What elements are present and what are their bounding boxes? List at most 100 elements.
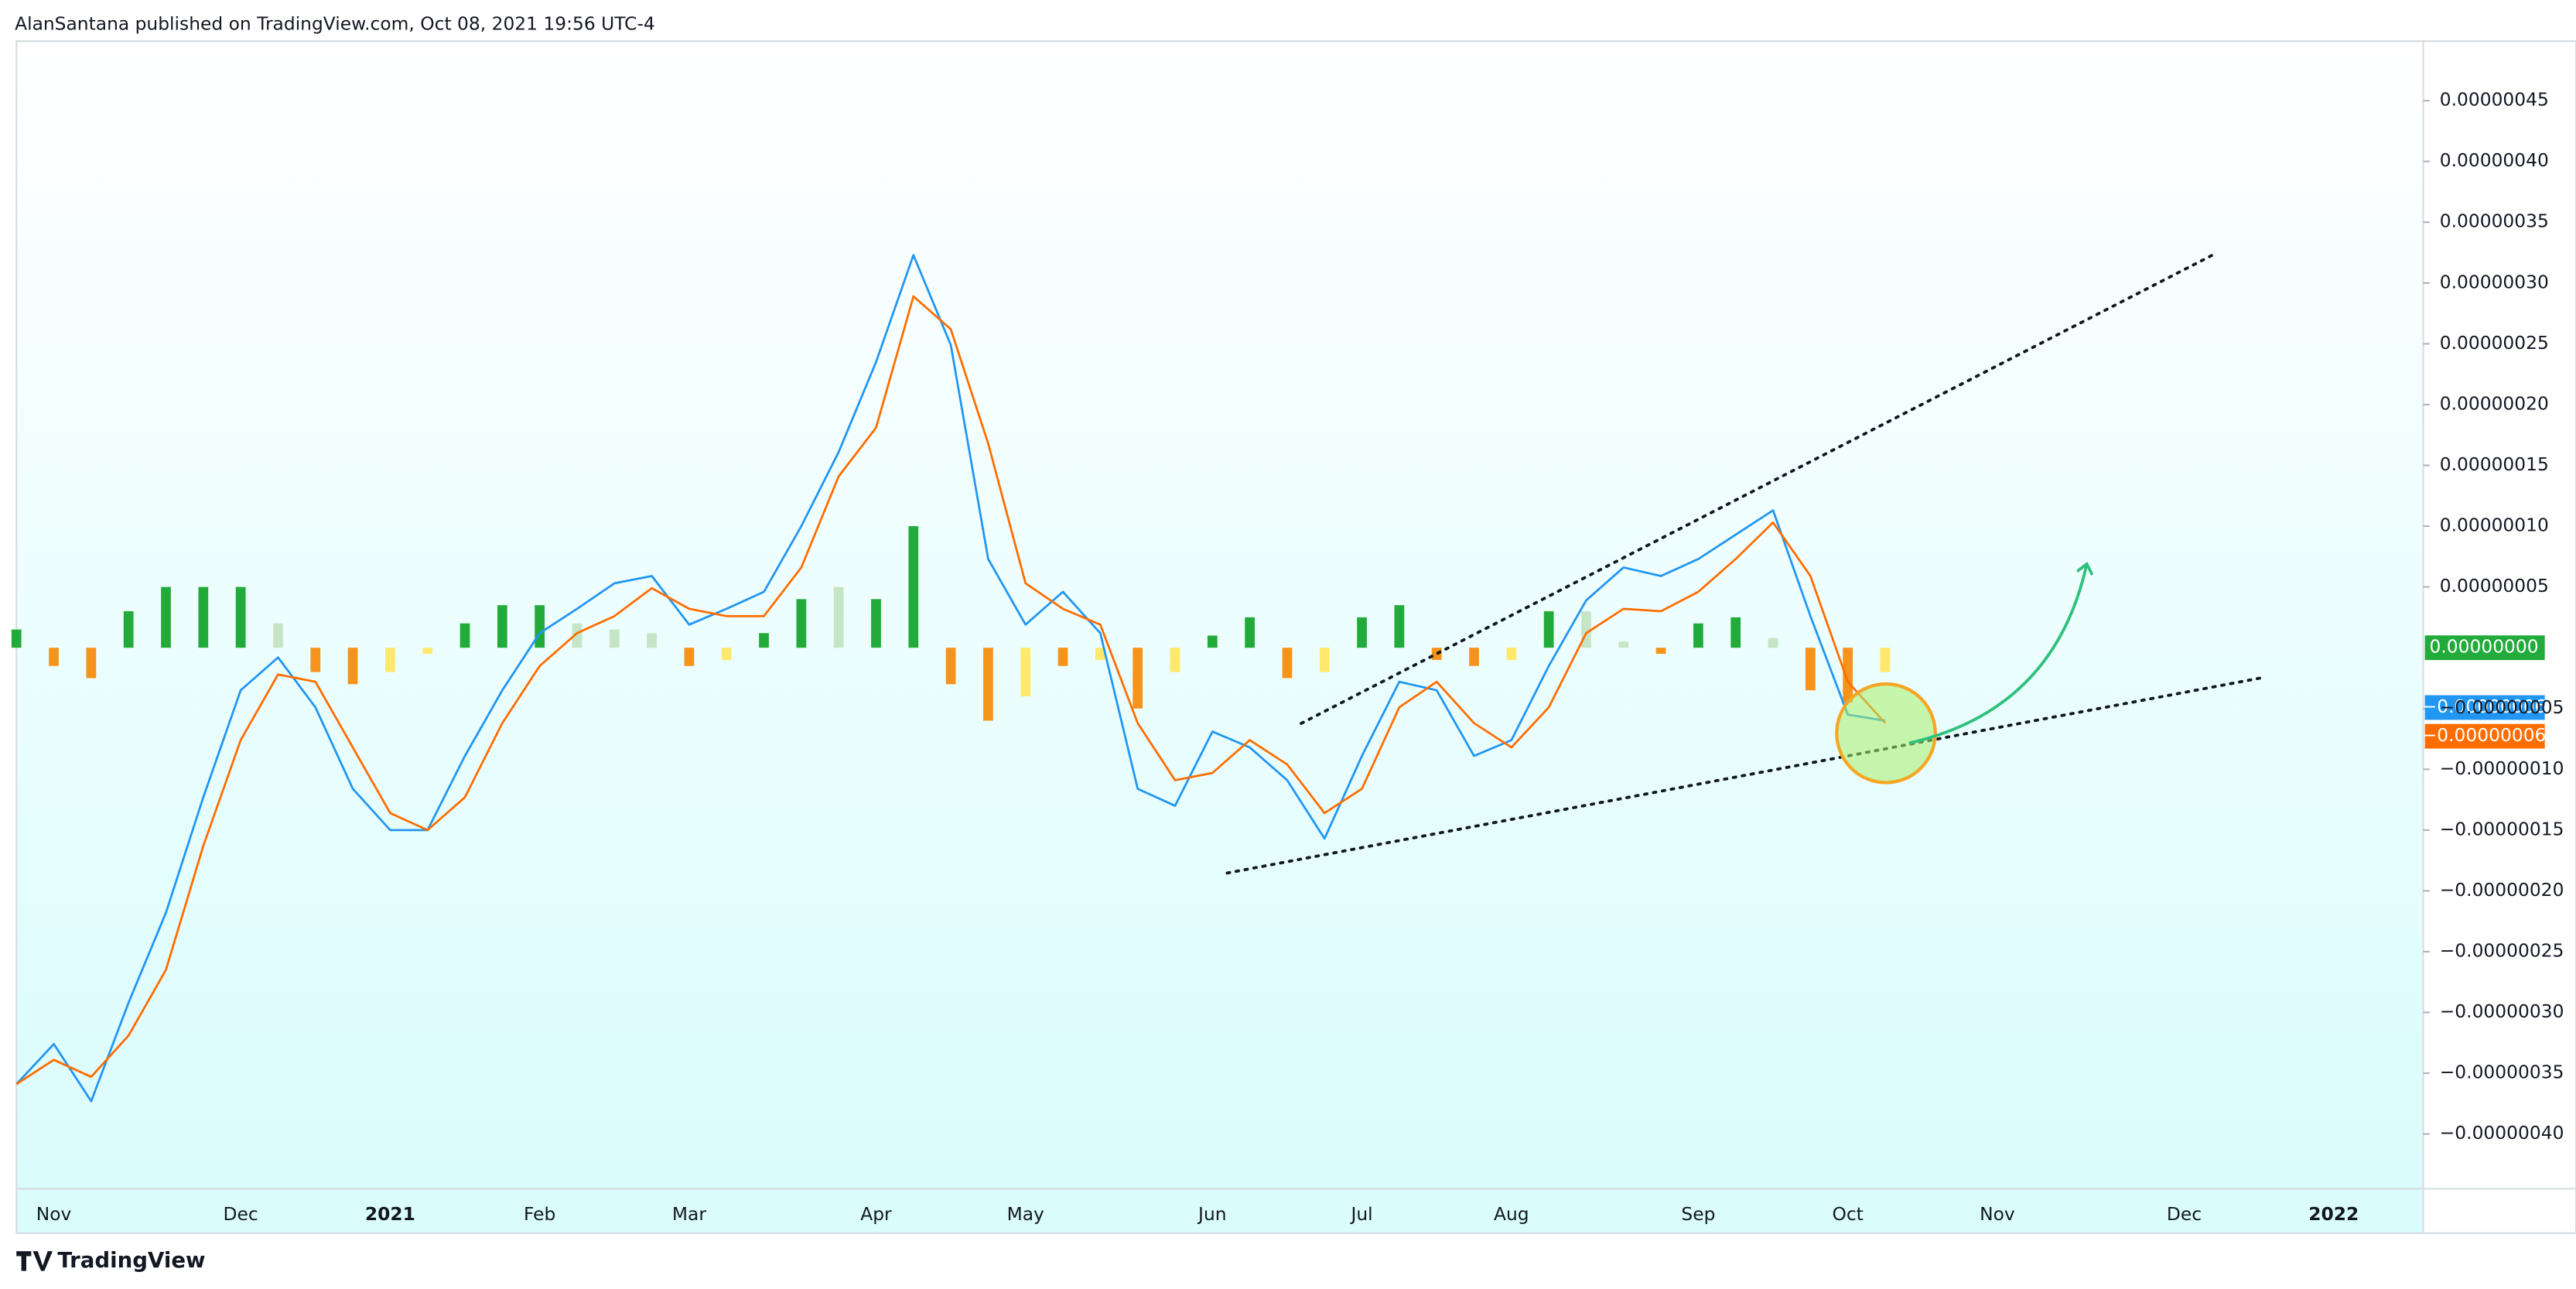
histogram-bar (1880, 648, 1891, 672)
lower-trendline (1225, 675, 2266, 875)
price-tag-label: −0.00000006 (2422, 696, 2547, 717)
price-tag (2424, 695, 2545, 720)
y-tick-label: 0.00000030 (2440, 271, 2549, 292)
y-tick-label: −0.00000035 (2440, 1062, 2564, 1083)
plot (11, 100, 2430, 1135)
y-tick-label: 0.00000015 (2440, 453, 2549, 475)
x-tick-label: Oct (1832, 1203, 1863, 1225)
price-tags: 0.00000000 −0.00000006 −0.00000006 (2422, 635, 2547, 749)
highlight-circle (1835, 682, 1937, 785)
histogram-bar (198, 586, 209, 648)
histogram-bar (310, 648, 321, 672)
histogram-bar (273, 623, 283, 648)
x-tick-label: Feb (524, 1203, 555, 1225)
x-tick-label: 2021 (365, 1203, 415, 1225)
x-tick-label: Aug (1494, 1203, 1529, 1225)
y-tick-label: −0.00000010 (2440, 757, 2564, 779)
histogram-bar (1655, 648, 1666, 655)
x-tick-label: Nov (1980, 1203, 2015, 1225)
histogram-bar (721, 648, 732, 660)
histogram-bar (1170, 648, 1180, 672)
histogram-bar (871, 599, 881, 648)
histogram-bar (1618, 641, 1629, 648)
macd-line (15, 295, 1886, 1086)
price-tag-label: 0.00000000 (2429, 636, 2538, 658)
histogram-bar (11, 629, 22, 648)
x-tick-label: May (1007, 1203, 1044, 1225)
x-tick-label: 2022 (2308, 1203, 2359, 1225)
histogram-bar (347, 648, 358, 685)
histogram-bar (609, 629, 620, 648)
y-tick-label: 0.00000035 (2440, 210, 2549, 232)
x-tick-label: Nov (36, 1203, 72, 1225)
histogram-bar (1543, 611, 1554, 648)
histogram-bar (535, 605, 545, 648)
histogram-bar (759, 633, 769, 648)
y-tick-label: 0.00000025 (2440, 332, 2549, 354)
histogram-bar (1095, 648, 1105, 660)
x-tick-label: Dec (2167, 1203, 2202, 1225)
histogram-bar (1357, 617, 1367, 648)
brand-logo (16, 1251, 53, 1271)
histogram-bar (1768, 638, 1778, 648)
histogram-bar (422, 648, 433, 655)
macd-line (15, 254, 1886, 1103)
histogram-bar (684, 648, 695, 666)
histogram-bar (86, 648, 97, 679)
histogram-bar (983, 648, 993, 721)
price-tag-label: −0.00000006 (2422, 724, 2547, 746)
y-tick-label: 0.00000020 (2440, 392, 2549, 414)
projection-arrow (1908, 566, 2086, 745)
y-tick-label: 0.00000010 (2440, 515, 2549, 536)
histogram-bar (908, 526, 919, 648)
histogram-bar (460, 623, 470, 648)
histogram-bar (235, 586, 246, 648)
annotations (1225, 253, 2266, 875)
histogram-bar (945, 648, 956, 685)
brand: TradingView (57, 1247, 205, 1273)
histogram-bar (572, 623, 583, 648)
x-tick-label: Dec (224, 1203, 258, 1225)
histogram-bar (1057, 648, 1068, 666)
y-tick-label: −0.00000040 (2440, 1122, 2564, 1144)
footer: TradingView (16, 1247, 206, 1273)
plot-background (16, 41, 2424, 1233)
y-tick-label: 0.00000005 (2440, 575, 2549, 597)
price-tag (2424, 635, 2545, 661)
y-tick-label: −0.00000020 (2440, 879, 2564, 901)
histogram-bar (1805, 648, 1816, 691)
x-tick-label: Jul (1349, 1203, 1372, 1225)
x-tick-label: Mar (672, 1203, 706, 1225)
histogram-bar (1843, 648, 1853, 703)
histogram-bar (49, 648, 59, 666)
histogram-bar (1207, 635, 1218, 648)
histogram-bar (1282, 648, 1293, 679)
y-tick-label: 0.00000040 (2440, 149, 2549, 171)
histogram-bar (1469, 648, 1479, 666)
x-tick-label: Sep (1681, 1203, 1715, 1225)
histogram-bar (796, 599, 807, 648)
histogram-bar (833, 586, 844, 648)
histogram-bar (1319, 648, 1330, 672)
histogram-bar (1245, 617, 1255, 648)
histogram-bar (1506, 648, 1517, 660)
y-tick-label: −0.00000015 (2440, 818, 2564, 839)
x-tick-label: Apr (860, 1203, 892, 1225)
y-tick-label: −0.00000030 (2440, 1000, 2564, 1022)
header: AlanSantana published on TradingView.com… (15, 12, 655, 34)
histogram-bar (497, 605, 507, 648)
upper-trendline (1300, 253, 2215, 725)
histogram-bar (1020, 648, 1031, 697)
price-tag (2424, 723, 2545, 749)
histogram-bar (1133, 648, 1143, 709)
histogram-bar (1693, 623, 1703, 648)
histogram-bar (647, 633, 657, 648)
y-tick-label: 0.00000045 (2440, 89, 2549, 111)
histogram-bar (123, 611, 134, 648)
x-tick-label: Jun (1197, 1203, 1226, 1225)
histogram-bar (1394, 605, 1405, 648)
y-tick-label: −0.00000005 (2440, 696, 2564, 718)
histogram-bar (385, 648, 395, 672)
